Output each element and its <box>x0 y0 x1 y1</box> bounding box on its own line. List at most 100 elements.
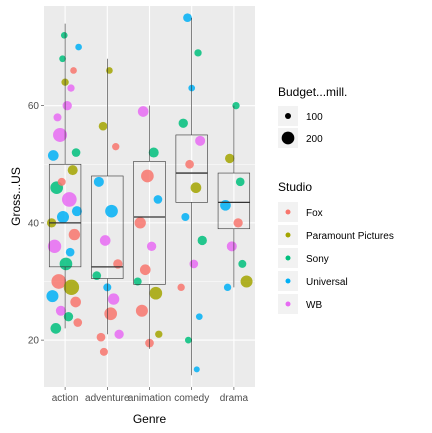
boxplot-comedy <box>175 17 208 376</box>
data-point <box>184 336 192 344</box>
data-point <box>112 143 120 151</box>
data-point <box>75 43 82 51</box>
data-point <box>63 279 80 296</box>
x-tick-label: animation <box>128 393 171 404</box>
color-legend-label: Paramount Pictures <box>306 231 394 242</box>
data-point <box>73 318 83 327</box>
data-point <box>190 182 202 194</box>
data-point <box>46 290 59 303</box>
data-point <box>225 153 235 164</box>
x-tick-label: drama <box>220 393 249 404</box>
data-point <box>149 286 163 300</box>
color-legend-symbol <box>285 209 291 215</box>
data-point <box>141 169 154 183</box>
color-legend-label: WB <box>306 300 322 311</box>
data-point <box>194 49 202 57</box>
box <box>133 161 166 285</box>
data-point <box>65 247 75 257</box>
size-legend-title: Budget...mill. <box>278 85 347 99</box>
box <box>91 175 124 279</box>
y-tick-label: 40 <box>28 218 40 229</box>
data-point <box>193 366 200 373</box>
data-point <box>98 121 108 131</box>
data-point <box>67 84 75 92</box>
data-point <box>59 55 66 63</box>
y-tick-label: 60 <box>28 101 40 112</box>
data-point <box>93 176 104 187</box>
data-point <box>71 206 82 217</box>
data-point <box>60 31 68 39</box>
data-point <box>139 264 151 276</box>
data-point <box>57 177 66 186</box>
data-point <box>153 195 163 204</box>
data-point <box>137 106 149 117</box>
data-point <box>233 218 243 228</box>
data-point <box>68 228 81 241</box>
data-point <box>183 13 192 23</box>
color-legend-symbol <box>285 301 291 307</box>
data-point <box>62 100 72 111</box>
color-legend-label: Universal <box>306 277 348 288</box>
x-tick-label: comedy <box>174 393 209 404</box>
data-point <box>195 313 203 320</box>
y-axis-title: Gross...US <box>9 167 23 226</box>
legend: Budget...mill. 100 200 Studio Fox Paramoun… <box>278 85 394 314</box>
data-point <box>195 135 206 146</box>
data-point <box>155 330 163 338</box>
data-point <box>51 274 67 289</box>
data-point <box>238 259 247 268</box>
data-point <box>99 347 108 356</box>
data-point <box>59 257 73 271</box>
data-point <box>223 283 232 292</box>
data-point <box>240 275 253 288</box>
data-point <box>177 283 185 292</box>
data-point <box>133 277 142 286</box>
boxplot-animation <box>133 105 166 349</box>
data-point <box>67 165 78 176</box>
data-point <box>105 204 118 218</box>
data-point <box>134 217 146 229</box>
data-point <box>47 239 62 253</box>
x-tick-label: action <box>52 393 79 404</box>
data-point <box>70 296 81 308</box>
box <box>217 172 251 230</box>
data-point <box>55 305 66 316</box>
size-legend-label: 200 <box>306 134 323 145</box>
data-point <box>185 159 194 169</box>
boxplot-drama <box>217 105 251 288</box>
data-point <box>104 307 118 321</box>
y-tick-label: 20 <box>28 336 40 347</box>
color-legend-symbol <box>285 278 291 284</box>
data-point <box>61 192 77 207</box>
box <box>175 134 208 203</box>
color-legend-label: Fox <box>306 208 323 219</box>
box <box>48 163 82 268</box>
size-legend-label: 100 <box>306 112 323 123</box>
color-legend-title: Studio <box>278 180 312 194</box>
size-legend-symbol <box>285 113 291 119</box>
color-legend-label: Sony <box>306 254 329 265</box>
data-point <box>146 241 157 251</box>
data-point <box>178 118 188 128</box>
color-legend-items: Fox Paramount Pictures Sony Universal WB <box>278 202 394 314</box>
data-point <box>148 147 159 158</box>
data-point <box>96 332 106 342</box>
data-point <box>99 235 111 246</box>
data-point <box>232 101 240 110</box>
x-axis-title: Genre <box>133 412 167 426</box>
data-point <box>220 199 231 211</box>
boxplots <box>48 17 251 376</box>
data-point <box>106 67 113 74</box>
data-point <box>92 271 102 280</box>
size-legend-symbol <box>281 131 295 145</box>
data-point <box>235 177 245 187</box>
x-tick-label: adventure <box>85 393 130 404</box>
data-point <box>63 311 74 322</box>
data-point <box>53 113 62 122</box>
color-legend-symbol <box>285 255 291 261</box>
data-point <box>107 293 120 305</box>
y-axis: 20 40 60 <box>28 101 44 347</box>
data-point <box>71 148 81 157</box>
